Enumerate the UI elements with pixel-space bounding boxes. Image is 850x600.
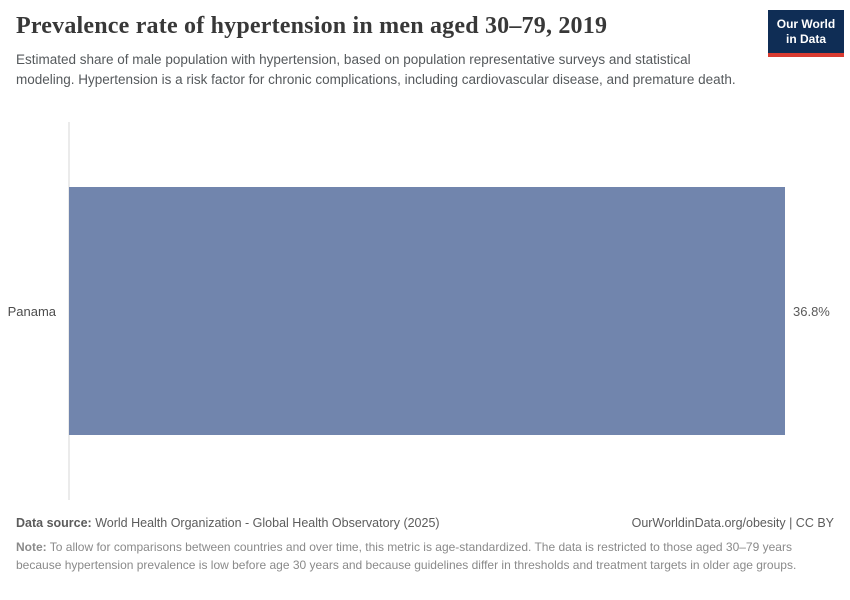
chart-header: Prevalence rate of hypertension in men a… (16, 13, 834, 89)
data-source-label: Data source: (16, 516, 92, 530)
footer-note: Note: To allow for comparisons between c… (16, 538, 834, 574)
owid-logo-line1: Our World (776, 17, 836, 31)
value-label-panama: 36.8% (793, 303, 830, 319)
owid-logo[interactable]: Our World in Data (768, 10, 844, 57)
footer-note-label: Note: (16, 540, 47, 554)
chart-footer: Data source: World Health Organization -… (16, 516, 834, 574)
chart-subtitle: Estimated share of male population with … (16, 52, 736, 87)
footer-note-text: To allow for comparisons between countri… (16, 540, 797, 572)
entity-label-panama: Panama (7, 303, 56, 319)
data-source-text: World Health Organization - Global Healt… (91, 516, 440, 530)
bar-panama[interactable] (69, 187, 785, 435)
owid-logo-line2: in Data (785, 32, 826, 46)
page-title: Prevalence rate of hypertension in men a… (16, 13, 608, 39)
bar-track (69, 187, 785, 435)
license-link[interactable]: OurWorldinData.org/obesity | CC BY (631, 516, 834, 530)
data-source: Data source: World Health Organization -… (16, 516, 440, 530)
source-row: Data source: World Health Organization -… (16, 516, 834, 530)
